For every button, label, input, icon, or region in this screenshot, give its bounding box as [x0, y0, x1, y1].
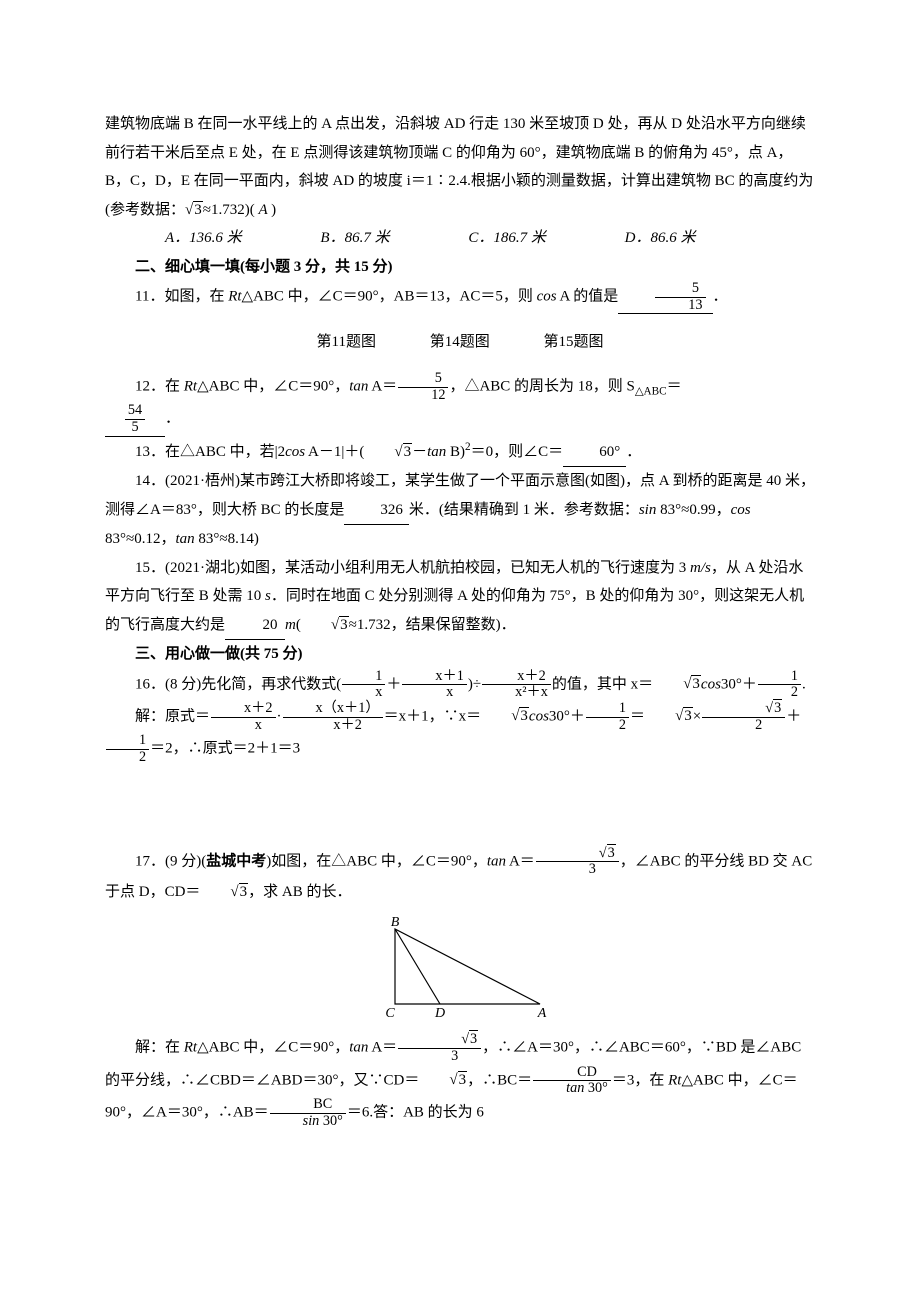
caption-14: 第14题图 — [430, 334, 490, 350]
section-3-title: 三、用心做一做(共 75 分) — [105, 640, 815, 669]
caption-11: 第11题图 — [317, 334, 376, 350]
caption-15: 第15题图 — [543, 334, 603, 350]
answer-12: 545 — [105, 403, 165, 436]
problem-12-cont: 545． — [105, 403, 815, 436]
option-c: C．186.7 米 — [438, 224, 546, 253]
problem-15: 15．(2021·湖北)如图，某活动小组利用无人机航拍校园，已知无人机的飞行速度… — [105, 554, 815, 641]
svg-text:C: C — [385, 1006, 395, 1021]
answer-11: 513 — [618, 281, 712, 314]
sqrt-3: 3 — [185, 196, 203, 225]
problem-13: 13．在△ABC 中，若|2cos A－1|＋(3－tan B)2＝0，则∠C＝… — [105, 437, 815, 468]
svg-text:B: B — [391, 915, 400, 930]
svg-text:A: A — [537, 1006, 547, 1021]
triangle-figure: B C D A — [360, 914, 560, 1024]
figure-captions: 第11题图 第14题图 第15题图 — [105, 328, 815, 357]
problem-17: 17．(9 分)(盐城中考)如图，在△ABC 中，∠C＝90°，tan A＝33… — [105, 846, 815, 907]
answer-15: 20 — [225, 611, 285, 641]
problem-14: 14．(2021·梧州)某市跨江大桥即将竣工，某学生做了一个平面示意图(如图)，… — [105, 467, 815, 554]
svg-text:D: D — [434, 1006, 445, 1021]
problem-10-options: A．136.6 米 B．86.7 米 C．186.7 米 D．86.6 米 — [105, 224, 815, 253]
problem-16: 16．(8 分)先化简，再求代数式(1x＋x＋1x)÷x＋2x²＋x的值，其中 … — [105, 669, 815, 701]
option-d: D．86.6 米 — [595, 224, 696, 253]
solution-17: 解：在 Rt△ABC 中，∠C＝90°，tan A＝33，∴∠A＝30°，∴∠A… — [105, 1032, 815, 1129]
problem-11: 11．如图，在 Rt△ABC 中，∠C＝90°，AB＝13，AC＝5，则 cos… — [105, 281, 815, 314]
option-b: B．86.7 米 — [290, 224, 389, 253]
answer-10: A — [255, 202, 271, 218]
problem-12: 12．在 Rt△ABC 中，∠C＝90°，tan A＝512，△ABC 的周长为… — [105, 371, 815, 403]
section-2-title: 二、细心填一填(每小题 3 分，共 15 分) — [105, 253, 815, 282]
solution-16: 解：原式＝x＋2x·x（x＋1）x＋2＝x＋1，∵x＝3cos30°＋12＝3×… — [105, 701, 815, 766]
option-a: A．136.6 米 — [135, 224, 242, 253]
answer-14: 326 — [344, 496, 409, 526]
problem-10-text: 建筑物底端 B 在同一水平线上的 A 点出发，沿斜坡 AD 行走 130 米至坡… — [105, 110, 815, 224]
answer-13: 60° — [563, 438, 626, 468]
